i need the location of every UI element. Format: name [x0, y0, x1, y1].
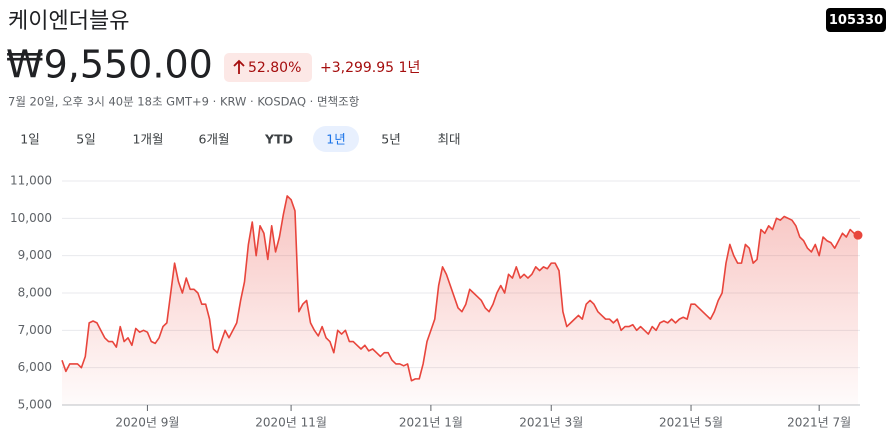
x-tick-label: 2020년 9월: [115, 416, 179, 430]
y-tick-label: 7,000: [18, 323, 52, 337]
change-period: 1년: [399, 60, 421, 76]
range-tab[interactable]: 6개월: [199, 132, 230, 147]
change-percent: 52.80%: [248, 60, 301, 76]
range-tab[interactable]: 1일: [20, 132, 39, 147]
stock-name: 케이엔더블유: [8, 9, 129, 34]
disclaimer-note: 7월 20일, 오후 3시 40분 18초 GMT+9 · KRW · KOSD…: [8, 95, 360, 109]
range-tab[interactable]: 1년: [326, 132, 345, 147]
chart: 5,000 6,000 7,000 8,000 9,000 10,000 11,000 202…: [10, 174, 863, 430]
change-abs: +3,299.95: [320, 60, 394, 76]
y-tick-label: 8,000: [18, 286, 52, 300]
change-badge: [224, 53, 312, 82]
x-tick-label: 2021년 7월: [787, 416, 851, 430]
x-tick-label: 2021년 1월: [399, 416, 463, 430]
price: ₩9,550.00: [6, 43, 213, 87]
ticker-badge: [826, 8, 886, 32]
x-tick-label: 2021년 5월: [659, 416, 723, 430]
selected-tab-bg[interactable]: [313, 126, 359, 152]
price-line: [61, 195, 859, 382]
y-tick-label: 6,000: [18, 360, 52, 374]
price-area: [62, 195, 858, 405]
range-tab[interactable]: 5일: [76, 132, 95, 147]
range-tab[interactable]: YTD: [264, 132, 293, 147]
x-tick-label: 2021년 3월: [519, 416, 583, 430]
up-arrow: [233, 59, 245, 74]
y-tick-label: 10,000: [10, 211, 52, 225]
ticker: 105330: [829, 13, 883, 28]
range-tab[interactable]: 1개월: [133, 132, 164, 147]
range-tab[interactable]: 5년: [381, 132, 400, 147]
last-price-dot: [853, 230, 863, 240]
range-tabs: 1일 5일 1개월 6개월 YTD 1년 5년 최대: [20, 126, 461, 152]
y-tick-label: 11,000: [10, 174, 52, 188]
y-tick-label: 9,000: [18, 248, 52, 262]
y-tick-label: 5,000: [18, 398, 52, 412]
range-tab[interactable]: 최대: [437, 132, 460, 147]
change-amount: +3,299.95 1년: [320, 60, 420, 76]
x-tick-label: 2020년 11월: [255, 416, 327, 430]
